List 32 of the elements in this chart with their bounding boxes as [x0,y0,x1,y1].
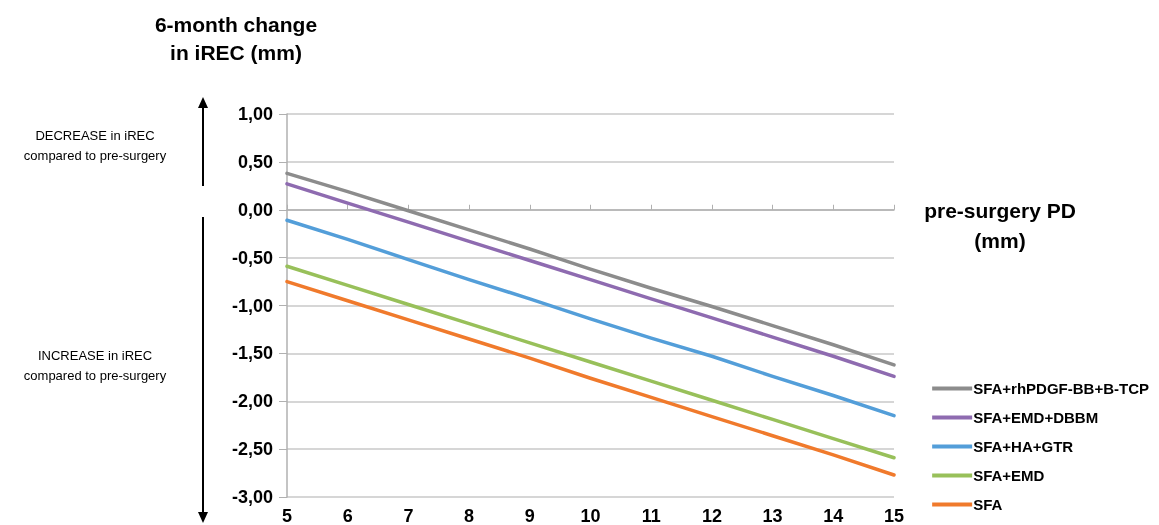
y-tick-label: -0,50 [231,247,273,268]
x-tick-label: 12 [701,506,722,525]
x-axis-title: pre-surgery PD (mm) [924,198,1076,252]
y-tick-label: -2,00 [231,391,273,412]
y-tick-label: 0,50 [237,151,273,172]
x-tick-label: 6 [342,506,353,525]
y-tick-label: 0,00 [237,199,273,220]
legend-label: SFA+EMD [973,467,1045,484]
x-tick-label: 14 [823,506,844,525]
y-tick-label: -1,50 [231,343,273,364]
text: DECREASE in iREC compared to pre-surgery [23,127,167,163]
x-tick-label: 8 [464,506,475,525]
y-tick-label: -2,50 [231,439,273,460]
y-axis-title: 6-month change in iREC (mm) [154,12,318,64]
text: INCREASE in iREC compared to pre-surgery [23,347,167,383]
y-tick-label: -3,00 [231,487,273,507]
x-tick-label: 15 [883,506,905,525]
x-tick-label: 5 [281,506,293,525]
legend-label: SFA [973,496,1003,513]
legend-label: SFA+rhPDGF-BB+B-TCP [973,380,1150,397]
line-series [285,279,896,477]
line-series [285,264,896,460]
legend-label: SFA+HA+GTR [973,438,1074,455]
line-series [285,218,896,418]
y-tick-label: 1,00 [237,104,273,124]
x-tick-label: 7 [403,506,414,525]
x-tick-label: 9 [524,506,535,525]
x-tick-label: 11 [641,506,661,525]
x-tick-label: 13 [762,506,783,525]
x-tick-label: 10 [580,506,601,525]
legend-label: SFA+EMD+DBBM [973,409,1099,426]
y-tick-label: -1,00 [231,295,273,316]
